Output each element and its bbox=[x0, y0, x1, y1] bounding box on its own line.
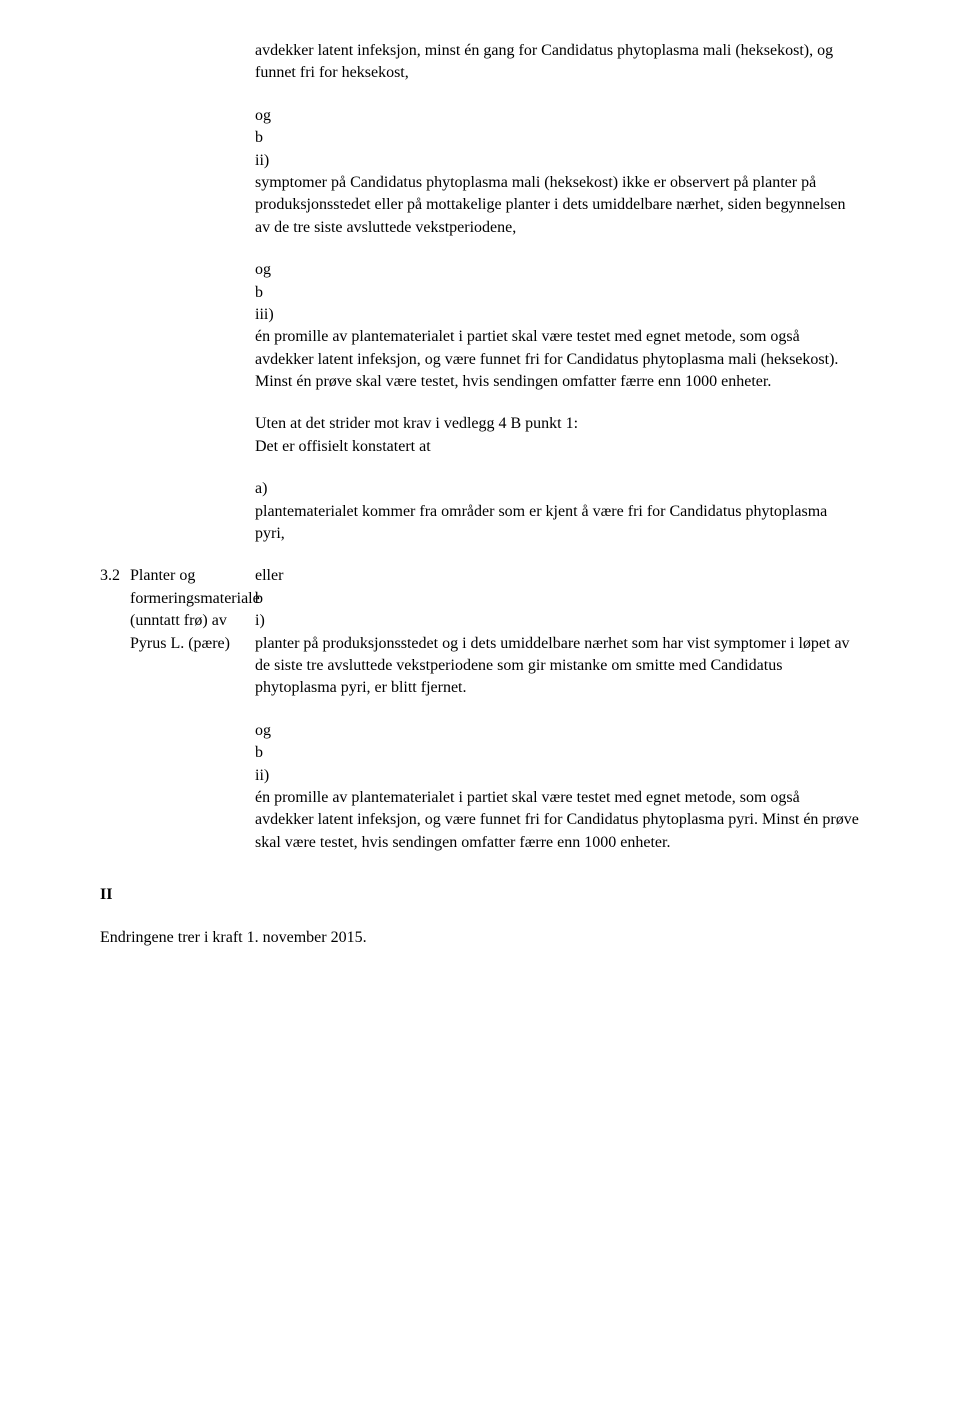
text: én promille av plantematerialet i partie… bbox=[255, 787, 860, 854]
text: ii) bbox=[255, 765, 860, 787]
text: planter på produksjonsstedet og i dets u… bbox=[255, 633, 860, 700]
row-3-2: 3.2 Planter og formeringsmateriale (unnt… bbox=[100, 565, 860, 699]
text: b bbox=[255, 282, 860, 304]
row-left-label: Planter og formeringsmateriale (unntatt … bbox=[130, 565, 255, 655]
text: og bbox=[255, 105, 860, 127]
text: b bbox=[255, 588, 860, 610]
text: i) bbox=[255, 610, 860, 632]
row-number: 3.2 bbox=[100, 565, 130, 587]
paragraph: og b ii) symptomer på Candidatus phytopl… bbox=[255, 105, 860, 239]
text: én promille av plantematerialet i partie… bbox=[255, 326, 860, 393]
text: b bbox=[255, 127, 860, 149]
text: Det er offisielt konstatert at bbox=[255, 436, 860, 458]
paragraph: a) plantematerialet kommer fra områder s… bbox=[255, 478, 860, 545]
text: iii) bbox=[255, 304, 860, 326]
paragraph: avdekker latent infeksjon, minst én gang… bbox=[255, 40, 860, 85]
text: og bbox=[255, 259, 860, 281]
text: avdekker latent infeksjon, minst én gang… bbox=[255, 42, 833, 81]
text: plantematerialet kommer fra områder som … bbox=[255, 501, 860, 546]
text: b bbox=[255, 742, 860, 764]
text: Uten at det strider mot krav i vedlegg 4… bbox=[255, 413, 860, 435]
text: ii) bbox=[255, 150, 860, 172]
text: eller bbox=[255, 565, 860, 587]
paragraph: og b ii) én promille av plantematerialet… bbox=[255, 720, 860, 854]
section-heading: II bbox=[100, 884, 860, 906]
text: og bbox=[255, 720, 860, 742]
footer-text: Endringene trer i kraft 1. november 2015… bbox=[100, 927, 860, 949]
paragraph: Uten at det strider mot krav i vedlegg 4… bbox=[255, 413, 860, 458]
text: symptomer på Candidatus phytoplasma mali… bbox=[255, 172, 860, 239]
paragraph: og b iii) én promille av plantemateriale… bbox=[255, 259, 860, 393]
row-right-content: eller b i) planter på produksjonsstedet … bbox=[255, 565, 860, 699]
text: a) bbox=[255, 478, 860, 500]
